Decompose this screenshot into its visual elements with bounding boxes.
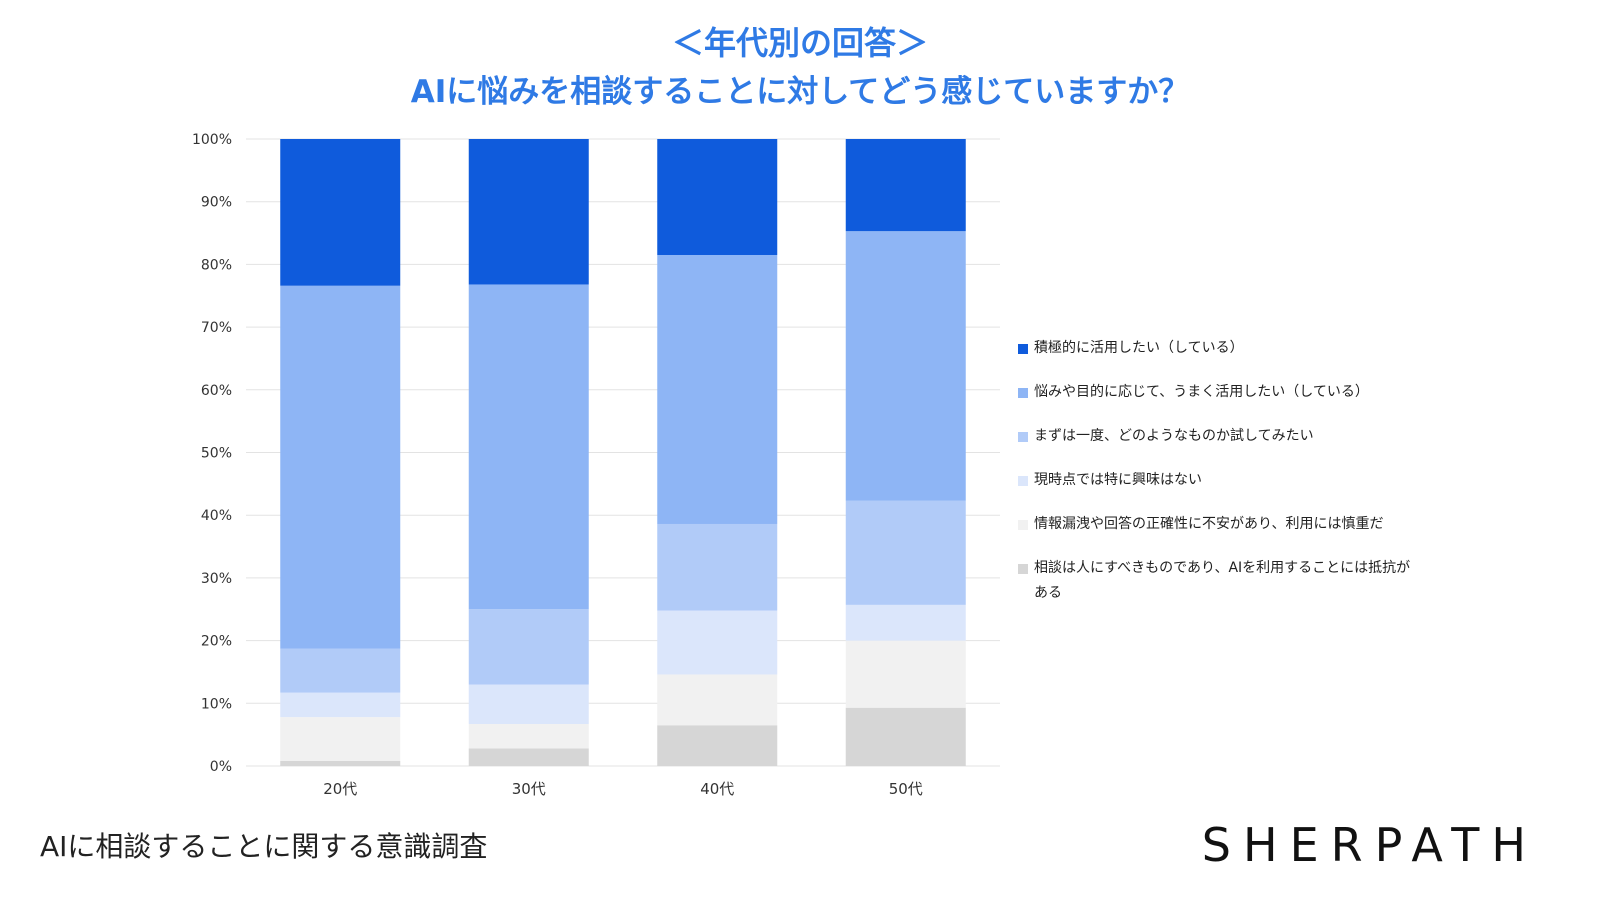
x-tick-label: 40代: [700, 780, 734, 798]
bar-segment: [280, 648, 401, 693]
y-tick-label: 10%: [201, 696, 232, 712]
bar-segment: [468, 748, 589, 766]
bar-segment: [657, 610, 778, 675]
legend-item: 相談は人にすべきものであり、AIを利用することには抵抗がある: [1018, 556, 1418, 606]
bar-segment: [280, 717, 401, 761]
legend-item: まずは一度、どのようなものか試してみたい: [1018, 424, 1418, 449]
x-tick-label: 30代: [512, 780, 546, 798]
bar-segment: [657, 139, 778, 255]
y-tick-label: 40%: [201, 508, 232, 524]
legend-label: 現時点では特に興味はない: [1034, 472, 1202, 488]
survey-caption: AIに相談することに関する意識調査: [40, 830, 488, 863]
chart-legend: 積極的に活用したい（している） 悩みや目的に応じて、うまく活用したい（している） ま…: [1018, 336, 1418, 625]
legend-item: 悩みや目的に応じて、うまく活用したい（している）: [1018, 380, 1418, 405]
chart-title-line2: AIに悩みを相談することに対してどう感じていますか？: [410, 74, 1190, 110]
bar-segment: [657, 725, 778, 766]
legend-swatch: [1018, 476, 1028, 486]
chart-title-line1: ＜年代別の回答＞: [671, 24, 928, 62]
y-tick-label: 80%: [201, 257, 232, 273]
y-tick-label: 20%: [201, 634, 232, 650]
y-tick-label: 100%: [192, 132, 232, 148]
legend-label: 悩みや目的に応じて、うまく活用したい（している）: [1034, 384, 1369, 400]
legend-item: 情報漏洩や回答の正確性に不安があり、利用には慎重だ: [1018, 512, 1418, 537]
legend-swatch: [1018, 432, 1028, 442]
bar-segment: [468, 723, 589, 749]
y-tick-label: 90%: [201, 195, 232, 211]
y-tick-label: 60%: [201, 383, 232, 399]
bar-segment: [845, 604, 966, 641]
bar-segment: [657, 523, 778, 611]
legend-swatch: [1018, 344, 1028, 354]
bar-segment: [845, 139, 966, 232]
bar-segment: [280, 760, 401, 766]
bar-segment: [845, 640, 966, 708]
y-tick-label: 50%: [201, 446, 232, 462]
y-tick-label: 0%: [210, 759, 232, 775]
y-tick-label: 30%: [201, 571, 232, 587]
stacked-bar-chart: 0% 10% 20% 30% 40% 50% 60% 70% 80% 90% 100% 20代 30代 4…: [192, 132, 1000, 798]
bar-segment: [468, 609, 589, 685]
legend-label: 情報漏洩や回答の正確性に不安があり、利用には慎重だ: [1034, 516, 1384, 532]
legend-item: 現時点では特に興味はない: [1018, 468, 1418, 493]
bar-segment: [468, 684, 589, 724]
bar-segment: [280, 285, 401, 649]
bar-segment: [845, 707, 966, 766]
legend-swatch: [1018, 564, 1028, 574]
bar-segment: [845, 500, 966, 605]
brand-logo: SHERPATH: [1201, 818, 1538, 872]
bar-segment: [280, 139, 401, 286]
legend-label: 相談は人にすべきものであり、AIを利用することには抵抗がある: [1034, 560, 1411, 601]
legend-label: まずは一度、どのようなものか試してみたい: [1034, 428, 1314, 444]
bar-segment: [657, 254, 778, 524]
legend-item: 積極的に活用したい（している）: [1018, 336, 1418, 361]
bar-segment: [657, 674, 778, 726]
bar-segment: [468, 284, 589, 610]
x-tick-label: 20代: [323, 780, 357, 798]
bar-segment: [468, 139, 589, 285]
legend-label: 積極的に活用したい（している）: [1034, 340, 1244, 356]
bar-segment: [845, 231, 966, 501]
legend-swatch: [1018, 520, 1028, 530]
bar-segment: [280, 692, 401, 718]
legend-swatch: [1018, 388, 1028, 398]
x-tick-label: 50代: [889, 780, 923, 798]
y-tick-label: 70%: [201, 320, 232, 336]
